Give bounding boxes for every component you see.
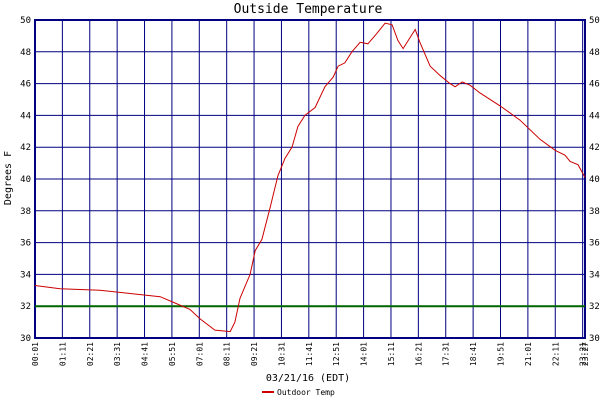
y-tick-label-right: 30 bbox=[589, 334, 600, 344]
data-line bbox=[34, 22, 586, 333]
x-tick-label: 05:51 bbox=[168, 342, 177, 366]
y-tick-label-right: 42 bbox=[589, 143, 600, 153]
y-tick-label-right: 48 bbox=[589, 48, 600, 58]
y-tick-label: 32 bbox=[20, 302, 31, 312]
x-tick-label: 03:31 bbox=[113, 342, 122, 366]
x-tick-label: 01:11 bbox=[58, 342, 67, 366]
y-tick-label-right: 34 bbox=[589, 270, 600, 280]
y-tick-label: 42 bbox=[20, 143, 31, 153]
x-tick-label: 23:21 bbox=[579, 342, 588, 366]
y-tick-label-right: 44 bbox=[589, 111, 600, 121]
x-tick-label: 10:31 bbox=[277, 342, 286, 366]
x-tick-label: 14:01 bbox=[360, 342, 369, 366]
x-tick-label: 18:41 bbox=[469, 342, 478, 366]
x-tick-label: 19:51 bbox=[497, 342, 506, 366]
x-axis-title: 03/21/16 (EDT) bbox=[266, 373, 350, 384]
x-tick-label: 12:51 bbox=[332, 342, 341, 366]
y-tick-label-right: 50 bbox=[589, 16, 600, 26]
y-tick-label: 30 bbox=[20, 334, 31, 344]
x-tick-label: 04:41 bbox=[141, 342, 150, 366]
y-axis-title: Degrees F bbox=[3, 151, 14, 205]
chart-title: Outside Temperature bbox=[234, 2, 383, 17]
y-tick-label-right: 36 bbox=[589, 239, 600, 249]
y-tick-label-right: 32 bbox=[589, 302, 600, 312]
plot-frame bbox=[34, 19, 586, 339]
x-tick-label: 02:21 bbox=[86, 342, 95, 366]
y-tick-label: 44 bbox=[20, 111, 31, 121]
x-tick-label: 23:27 bbox=[581, 342, 590, 366]
x-tick-label: 17:31 bbox=[442, 342, 451, 366]
y-tick-label-right: 38 bbox=[589, 207, 600, 217]
y-tick-label: 46 bbox=[20, 80, 31, 90]
x-tick-label: 16:21 bbox=[414, 342, 423, 366]
y-tick-label: 34 bbox=[20, 270, 31, 280]
x-tick-label: 07:01 bbox=[195, 342, 204, 366]
y-tick-label-right: 46 bbox=[589, 80, 600, 90]
y-tick-label: 38 bbox=[20, 207, 31, 217]
x-tick-label: 00:01 bbox=[31, 342, 40, 366]
y-tick-label-right: 40 bbox=[589, 175, 600, 185]
y-tick-label: 40 bbox=[20, 175, 31, 185]
y-tick-label: 48 bbox=[20, 48, 31, 58]
x-tick-label: 22:11 bbox=[551, 342, 560, 366]
x-tick-label: 08:11 bbox=[223, 342, 232, 366]
legend-label: Outdoor Temp bbox=[277, 388, 335, 397]
y-tick-label: 50 bbox=[20, 16, 31, 26]
y-tick-label: 36 bbox=[20, 239, 31, 249]
x-tick-label: 15:11 bbox=[387, 342, 396, 366]
x-tick-label: 09:21 bbox=[250, 342, 259, 366]
x-tick-label: 11:41 bbox=[305, 342, 314, 366]
x-tick-label: 21:01 bbox=[524, 342, 533, 366]
